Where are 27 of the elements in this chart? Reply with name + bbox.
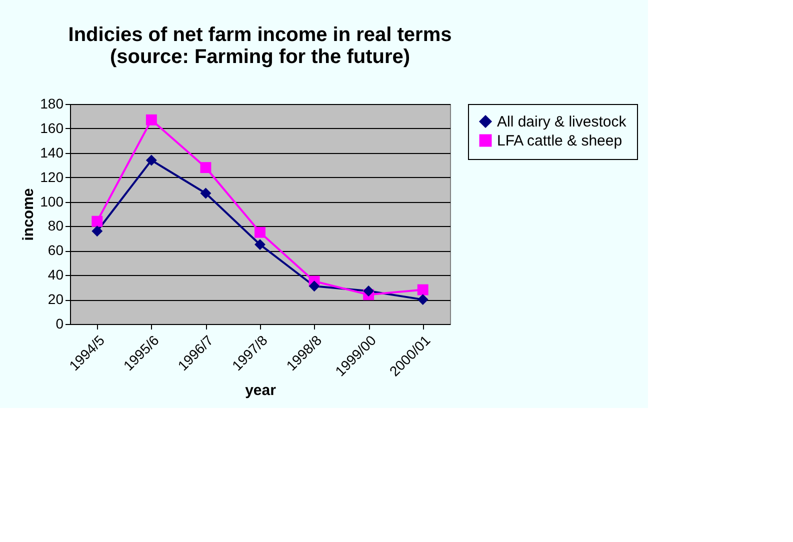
y-tick-label: 180 [40,96,64,112]
point [417,284,428,296]
x-axis-title: year [245,382,276,400]
point [200,162,212,174]
y-tick-label: 160 [40,120,64,136]
point [92,216,103,227]
y-tick-label: 120 [40,168,64,185]
y-axis-title: income [20,188,38,241]
point [308,280,320,292]
y-tick-label: 100 [40,193,64,210]
point [363,286,374,296]
point [254,226,266,238]
point [92,226,103,237]
point [417,294,428,306]
point [200,188,212,199]
y-tick-label: 140 [40,144,64,160]
point [146,114,157,126]
chart-title: Indicies of net farm income in real terms (source: Farming for the future) [68,24,452,68]
legend-label: All dairy & livestock [497,114,627,130]
point [146,154,157,166]
y-tick-label: 80 [48,218,64,234]
point [254,239,266,250]
legend-label: LFA cattle & sheep [497,132,622,150]
y-tick-label: 40 [48,266,64,283]
y-tick-label: 60 [48,242,64,258]
y-tick-label: 0 [56,316,64,332]
y-tick-label: 20 [48,291,64,308]
